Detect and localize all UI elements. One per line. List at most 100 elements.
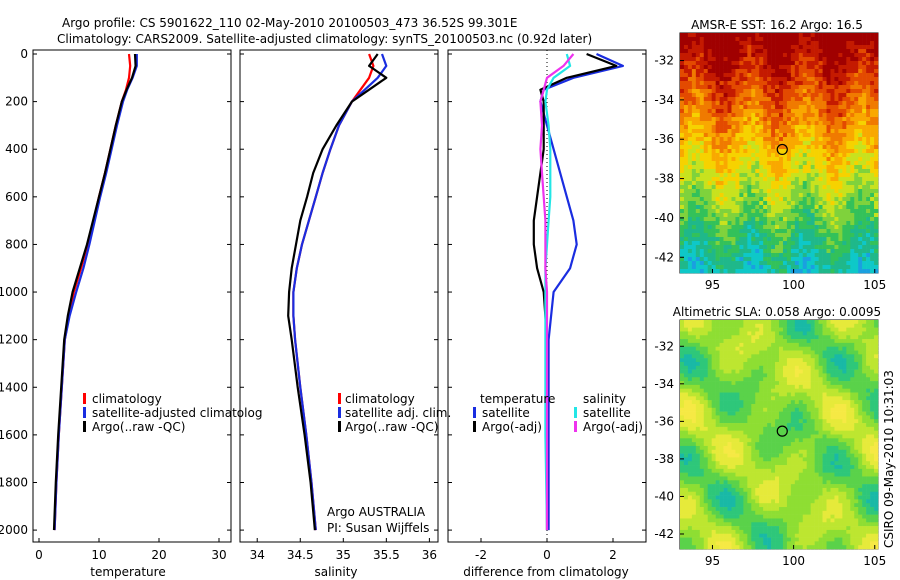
map-cell: [870, 265, 875, 270]
map-cell: [858, 141, 863, 146]
map-cell: [846, 411, 851, 416]
map-cell: [755, 225, 760, 230]
map-cell: [707, 339, 712, 344]
map-cell: [782, 213, 788, 218]
map-cell: [743, 69, 748, 74]
map-cell: [735, 233, 740, 238]
map-cell: [715, 225, 720, 230]
map-cell: [691, 33, 697, 38]
map-cell: [715, 101, 720, 106]
map-cell: [707, 445, 712, 451]
map-cell: [814, 93, 819, 98]
map-cell: [814, 411, 819, 416]
map-cell: [818, 365, 823, 370]
map-cell: [794, 221, 800, 226]
map-cell: [727, 189, 732, 194]
map-cell: [826, 369, 831, 374]
map-cell: [699, 141, 705, 146]
map-cell: [743, 415, 748, 420]
map-cell: [691, 323, 697, 328]
map-cell: [834, 217, 839, 222]
map-cell: [798, 33, 804, 38]
map-cell: [759, 105, 764, 110]
map-cell: [874, 407, 879, 412]
map-cell: [822, 193, 827, 198]
map-cell: [727, 45, 732, 50]
map-cell: [707, 407, 712, 412]
map-cell: [703, 37, 709, 42]
map-cell: [830, 249, 835, 254]
map-cell: [715, 327, 720, 332]
map-cell: [731, 400, 736, 405]
map-cell: [723, 181, 728, 186]
map-cell: [842, 335, 847, 340]
map-cell: [707, 323, 712, 328]
map-cell: [747, 350, 752, 355]
map-cell: [802, 434, 808, 439]
map-cell: [775, 407, 780, 412]
map-cell: [687, 45, 693, 50]
map-cell: [802, 384, 808, 389]
map-cell: [683, 33, 689, 38]
map-cell: [838, 157, 843, 162]
map-cell: [715, 61, 720, 66]
map-cell: [711, 69, 716, 74]
map-cell: [806, 213, 811, 218]
map-cell: [858, 423, 863, 428]
map-cell: [814, 373, 819, 378]
map-cell: [782, 61, 788, 66]
map-cell: [826, 193, 831, 198]
map-cell: [858, 117, 863, 122]
map-cell: [862, 173, 867, 178]
map-cell: [786, 137, 792, 142]
map-cell: [834, 361, 839, 367]
map-cell: [715, 346, 720, 351]
map-cell: [739, 434, 744, 439]
map-cell: [715, 109, 720, 114]
map-cell: [687, 350, 693, 355]
map-cell: [687, 109, 693, 114]
map-cell: [790, 137, 796, 142]
map-cell: [818, 137, 823, 142]
map-cell: [866, 149, 871, 154]
map-cell: [818, 109, 823, 114]
map-cell: [771, 89, 776, 94]
map-cell: [715, 445, 720, 451]
map-cell: [782, 392, 788, 397]
map-cell: [810, 113, 815, 118]
map-cell: [846, 201, 851, 206]
map-cell: [735, 109, 740, 114]
map-cell: [790, 342, 796, 348]
map-cell: [810, 93, 815, 98]
map-cell: [683, 346, 689, 351]
map-cell: [743, 346, 748, 351]
map-cell: [810, 165, 815, 170]
map-cell: [806, 189, 811, 194]
map-cell: [826, 189, 831, 194]
map-cell: [779, 73, 784, 78]
map-cell: [775, 249, 780, 254]
map-cell: [751, 165, 756, 170]
map-cell: [703, 265, 709, 270]
map-cell: [747, 327, 752, 332]
map-cell: [711, 121, 716, 126]
map-cell: [846, 205, 851, 210]
map-cell: [854, 73, 859, 78]
map-cell: [775, 411, 780, 416]
map-cell: [723, 331, 728, 336]
map-cell: [695, 93, 701, 98]
map-cell: [747, 93, 752, 98]
map-cell: [703, 45, 709, 50]
map-cell: [874, 197, 879, 202]
map-cell: [786, 177, 792, 182]
map-cell: [723, 145, 728, 150]
map-cell: [691, 335, 697, 340]
map-cell: [695, 365, 701, 370]
map-cell: [747, 419, 752, 424]
map-cell: [715, 141, 720, 146]
map-cell: [735, 53, 740, 58]
map-cell: [850, 323, 855, 328]
map-cell: [719, 221, 724, 226]
map-cell: [691, 205, 697, 210]
map-cell: [707, 113, 712, 118]
